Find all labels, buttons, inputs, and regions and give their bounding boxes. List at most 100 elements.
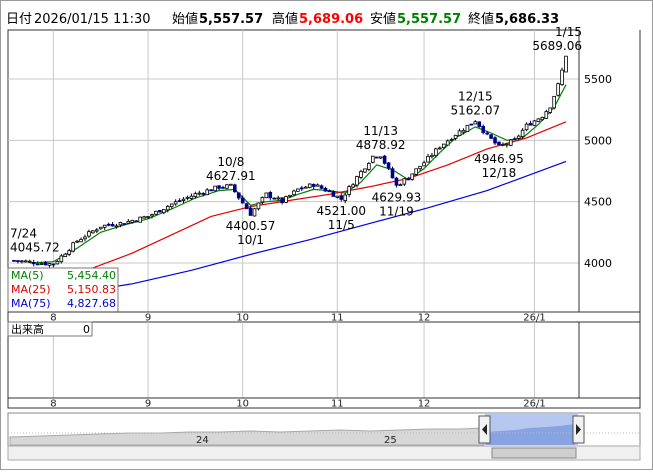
- candle-body: [323, 187, 328, 192]
- candle-body: [177, 200, 182, 203]
- candle-body: [189, 195, 194, 199]
- volume-x-tick-label: 8: [50, 399, 56, 410]
- legend-name-ma25-line: MA(25): [11, 283, 51, 296]
- candle-body: [319, 185, 324, 189]
- candle-body: [248, 207, 253, 216]
- candle-body: [272, 197, 277, 200]
- volume-x-tick-label: 26/1: [523, 399, 545, 410]
- candle-body: [31, 261, 36, 265]
- candle-body: [197, 192, 202, 195]
- annotation-value: 5162.07: [451, 103, 501, 117]
- candle-body: [158, 209, 162, 213]
- candle-body: [430, 154, 434, 158]
- legend-name-ma5-line: MA(5): [11, 269, 44, 282]
- candle-body: [398, 184, 403, 186]
- y-tick-label: 5500: [584, 73, 612, 86]
- candle-body: [12, 259, 16, 262]
- candle-body: [20, 260, 24, 263]
- high-value: 5,689.06: [299, 12, 363, 27]
- volume-panel: 出来高 0: [7, 321, 641, 399]
- candle-body: [126, 220, 131, 224]
- volume-x-tick-label: 12: [418, 399, 431, 410]
- candle-body: [288, 194, 292, 197]
- annotation-date: 1/15: [555, 25, 582, 39]
- navigator-scrollbar[interactable]: [7, 445, 641, 461]
- candle-body: [528, 123, 533, 126]
- candle-body: [544, 111, 549, 119]
- volume-xaxis-row: [7, 397, 641, 409]
- candle-body: [118, 222, 123, 226]
- candle-body: [71, 242, 75, 252]
- candle-body: [512, 138, 517, 141]
- candle-body: [193, 193, 198, 197]
- volume-label: 出来高: [11, 322, 44, 336]
- candle-body: [16, 260, 20, 262]
- candle-body: [67, 250, 72, 255]
- candle-body: [508, 139, 513, 146]
- y-tick-label: 5000: [584, 134, 612, 147]
- candle-body: [130, 220, 135, 223]
- candle-body: [24, 260, 28, 263]
- candle-body: [240, 197, 245, 204]
- candle-body: [150, 214, 154, 217]
- candle-body: [457, 130, 462, 137]
- candle-body: [426, 155, 430, 163]
- candle-body: [35, 263, 40, 266]
- open-label: 始値: [172, 11, 198, 27]
- candle-body: [469, 123, 474, 126]
- candle-body: [236, 192, 241, 199]
- annotation-value: 4521.00: [316, 204, 366, 218]
- annotation-date: 11/5: [328, 218, 355, 232]
- candle-body: [43, 261, 48, 266]
- x-tick-label: 11: [331, 313, 344, 324]
- low-value: 5,557.57: [397, 12, 461, 27]
- candle-body: [540, 116, 545, 121]
- candle-body: [142, 216, 146, 219]
- candle-body: [75, 240, 79, 243]
- candle-body: [260, 197, 265, 203]
- candle-body: [560, 69, 564, 85]
- annotation-date: 12/15: [458, 89, 493, 103]
- candle-body: [205, 189, 210, 196]
- candle-body: [532, 120, 537, 126]
- candle-body: [173, 201, 178, 205]
- candle-body: [438, 147, 442, 150]
- candle-body: [493, 137, 497, 144]
- candle-body: [386, 162, 391, 169]
- volume-x-tick-label: 9: [145, 399, 151, 410]
- candle-body: [536, 118, 541, 122]
- candle-body: [114, 225, 119, 228]
- candle-body: [501, 144, 505, 146]
- candle-body: [449, 139, 454, 141]
- candle-body: [268, 192, 273, 199]
- candle-body: [106, 223, 111, 226]
- candle-body: [489, 134, 493, 139]
- volume-value: 0: [83, 323, 90, 336]
- legend-value-ma25-line: 5,150.83: [67, 283, 116, 296]
- candle-body: [481, 126, 486, 133]
- candle-body: [79, 239, 83, 243]
- price-panel-border: [7, 29, 580, 313]
- candle-body: [232, 184, 237, 193]
- candle-body: [47, 263, 52, 266]
- navigator-scroll-thumb[interactable]: [491, 447, 577, 459]
- candle-body: [98, 226, 103, 230]
- candle-body: [209, 189, 213, 192]
- close-label: 終値: [468, 11, 494, 27]
- candle-body: [414, 168, 418, 175]
- range-navigator[interactable]: 24 25: [7, 412, 641, 461]
- datetime-value: 2026/01/15 11:30: [34, 12, 151, 27]
- candle-body: [465, 124, 470, 132]
- navigator-selected-area: [486, 424, 575, 445]
- annotation-value: 4045.72: [10, 240, 60, 254]
- annotation-date: 10/8: [217, 155, 244, 169]
- candle-body: [83, 236, 87, 240]
- candle-body: [296, 188, 300, 192]
- annotation-date: 7/24: [10, 226, 37, 240]
- candle-body: [307, 183, 312, 188]
- x-tick-label: 12: [418, 313, 431, 324]
- navigator-label-25: 25: [384, 435, 397, 446]
- candle-body: [453, 134, 458, 139]
- date-label: 日付: [6, 12, 32, 27]
